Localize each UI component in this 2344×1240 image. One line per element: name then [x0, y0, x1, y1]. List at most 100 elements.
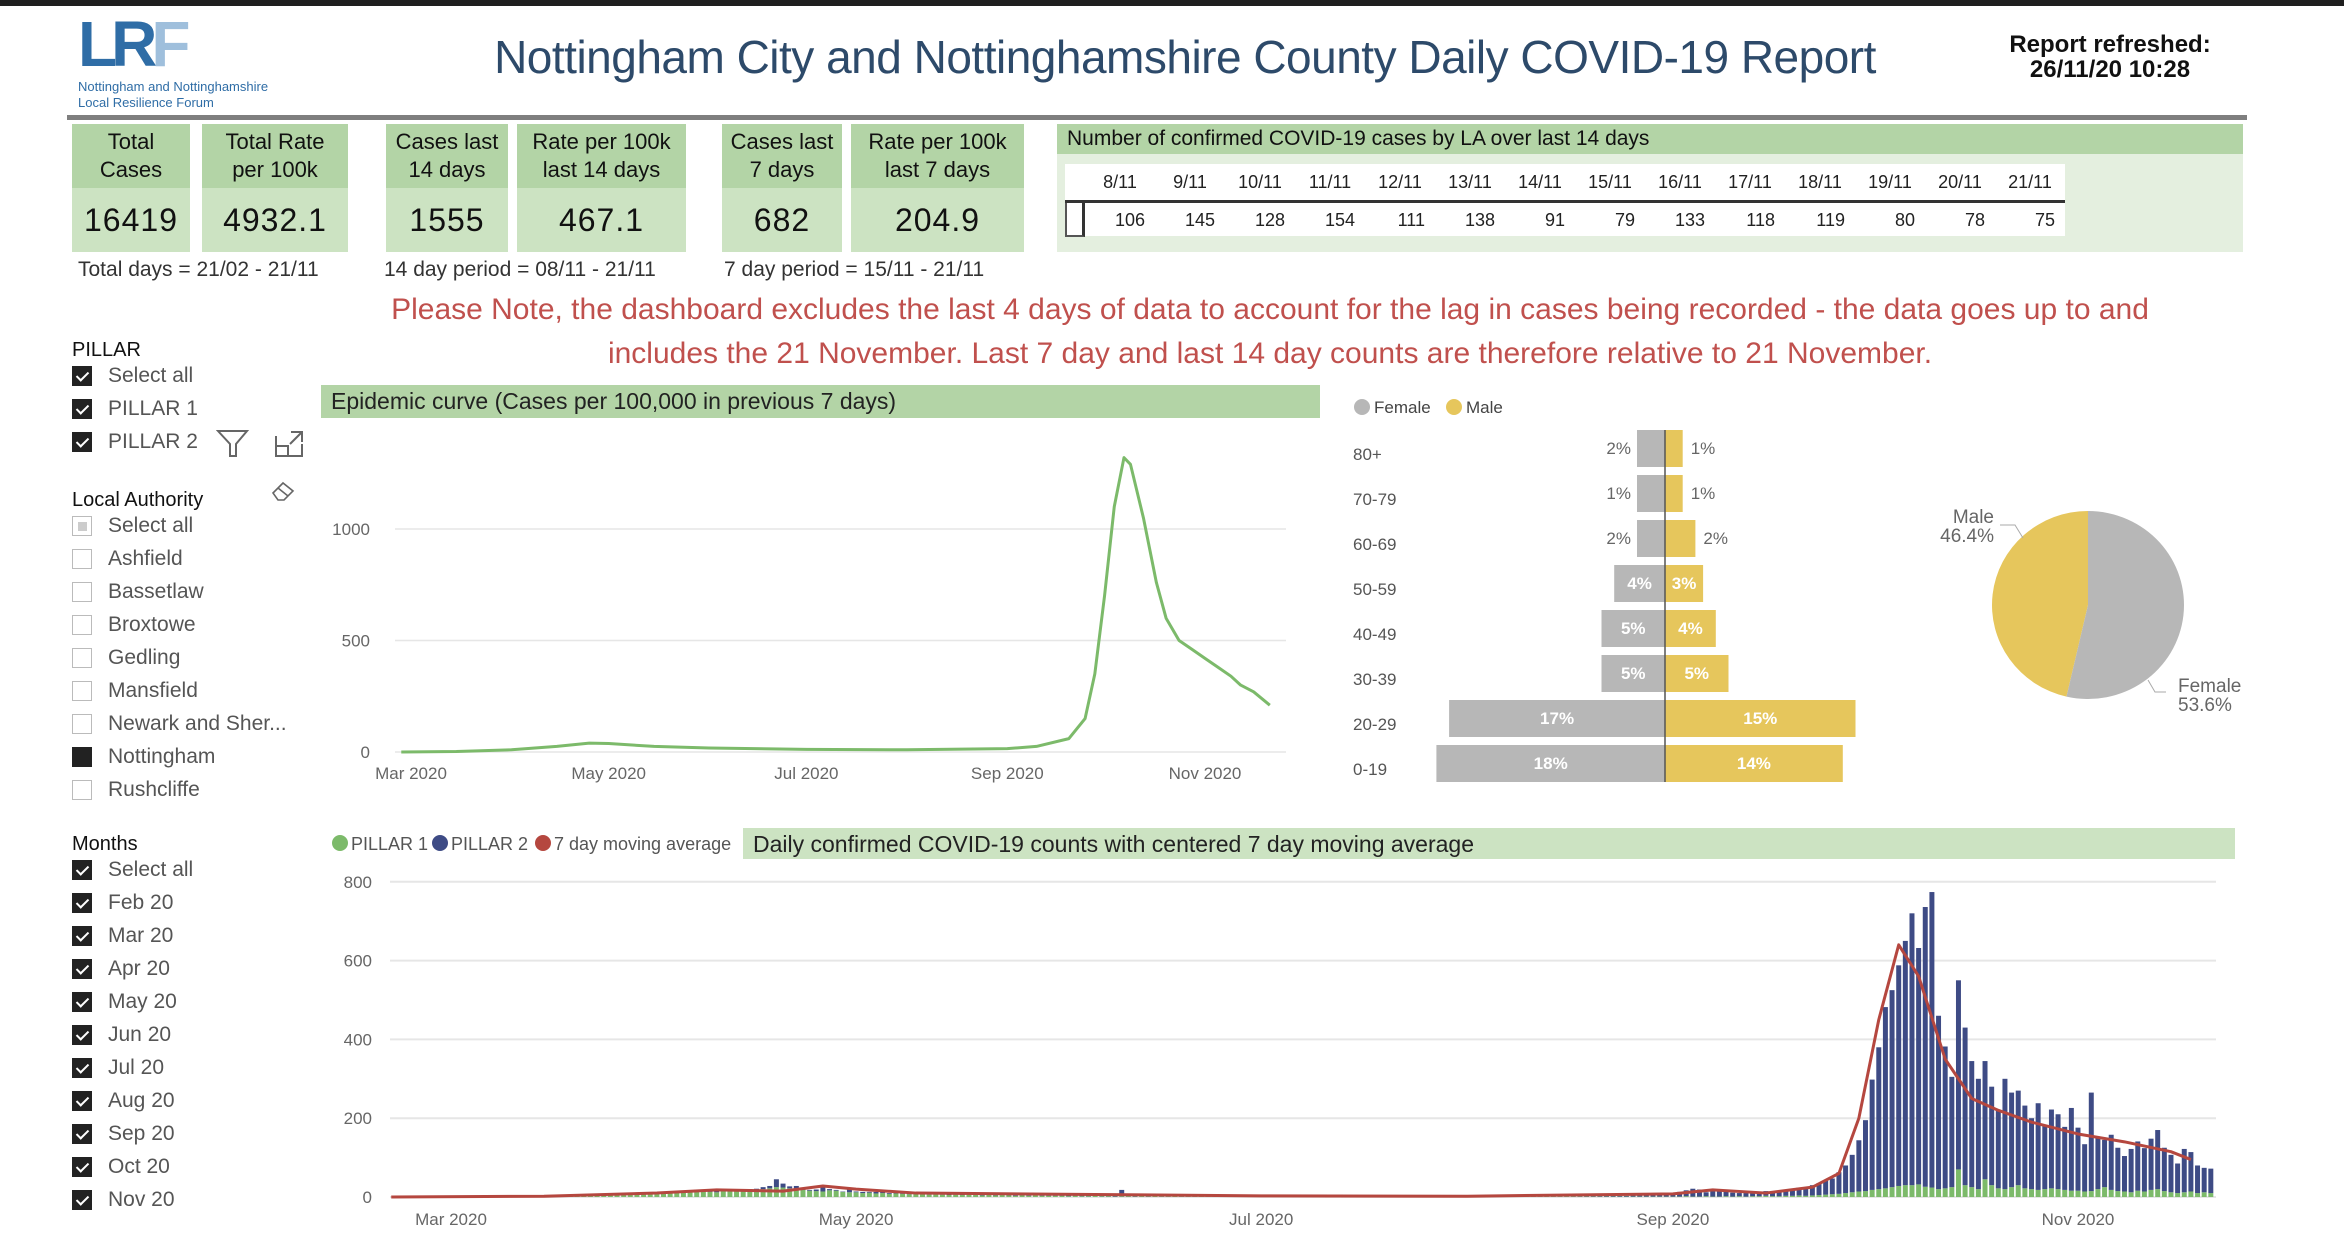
pillar1-bar	[1099, 1196, 1105, 1197]
checkbox[interactable]	[72, 432, 92, 452]
x-tick-label: May 2020	[571, 764, 646, 783]
checkbox[interactable]	[72, 399, 92, 419]
checkbox[interactable]	[72, 992, 92, 1012]
checkbox[interactable]	[72, 860, 92, 880]
kpi-card: Cases last 14 days 1555	[386, 124, 508, 252]
checkbox[interactable]	[72, 714, 92, 734]
filter-item-label: Select all	[108, 858, 194, 881]
checkbox[interactable]	[72, 1091, 92, 1111]
la-cases-table: 8/11 9/11 10/11 11/11 12/11 13/11 14/11 15/11 16…	[1065, 164, 2065, 237]
checkbox[interactable]	[72, 1190, 92, 1210]
pillar2-bar	[1869, 1079, 1875, 1190]
filter-item[interactable]: Ashfield	[72, 544, 183, 574]
pillar1-bar	[1975, 1189, 1981, 1197]
filter-item[interactable]: Broxtowe	[72, 610, 196, 640]
checkbox[interactable]	[72, 648, 92, 668]
age-group-label: 60-69	[1353, 535, 1396, 554]
filter-item[interactable]: Mansfield	[72, 676, 198, 706]
pillar1-bar	[1849, 1192, 1855, 1197]
filter-item[interactable]: PILLAR 1	[72, 394, 198, 424]
kpi-card: Rate per 100k last 7 days 204.9	[851, 124, 1024, 252]
leader-line	[2147, 679, 2166, 693]
checkbox[interactable]	[72, 549, 92, 569]
pillar2-bar	[853, 1191, 859, 1193]
pillar2-bar	[1803, 1187, 1809, 1196]
filter-item[interactable]: Rushcliffe	[72, 775, 200, 805]
pillar1-bar	[1683, 1196, 1689, 1197]
pillar2-bar	[1929, 892, 1935, 1188]
filter-item[interactable]: Aug 20	[72, 1086, 175, 1116]
pillar2-bar	[787, 1186, 793, 1189]
checkbox[interactable]	[72, 1058, 92, 1078]
pillar2-bar	[2188, 1152, 2194, 1192]
pillar1-bar	[1856, 1191, 1862, 1197]
eraser-icon[interactable]	[270, 480, 296, 502]
row-selector[interactable]	[1065, 203, 1085, 237]
filter-item[interactable]: Select all	[72, 855, 193, 885]
filter-icon[interactable]	[215, 428, 250, 458]
refresh-label: Report refreshed:	[2009, 31, 2211, 58]
filter-item[interactable]: Select all	[72, 511, 193, 541]
filter-item[interactable]: Sep 20	[72, 1119, 175, 1149]
checkbox[interactable]	[72, 582, 92, 602]
checkbox[interactable]	[72, 516, 92, 536]
filter-item[interactable]: Mar 20	[72, 921, 173, 951]
filter-item[interactable]: May 20	[72, 987, 177, 1017]
kpi-label-line1: Total	[107, 129, 155, 154]
checkbox[interactable]	[72, 959, 92, 979]
pillar1-bar	[1823, 1194, 1829, 1197]
pillar2-bar	[1604, 1195, 1609, 1197]
filter-item[interactable]: Select all	[72, 361, 193, 391]
column-header: 10/11	[1225, 164, 1295, 203]
filter-item[interactable]: Nottingham	[72, 742, 215, 772]
pillar1-bar	[1152, 1196, 1158, 1197]
checkbox[interactable]	[72, 893, 92, 913]
pillar1-bar	[959, 1195, 965, 1197]
filter-item-label: May 20	[108, 990, 177, 1013]
filter-item[interactable]: Apr 20	[72, 954, 170, 984]
pillar2-bar	[2175, 1163, 2181, 1194]
pillar2-bar	[2068, 1107, 2074, 1191]
kpi-value: 16419	[84, 202, 178, 238]
checkbox[interactable]	[72, 681, 92, 701]
pillar2-bar	[827, 1189, 833, 1191]
pillar1-bar	[820, 1191, 826, 1197]
checkbox[interactable]	[72, 926, 92, 946]
checkbox[interactable]	[72, 1025, 92, 1045]
x-tick-label: May 2020	[819, 1210, 894, 1229]
filter-item[interactable]: Nov 20	[72, 1185, 175, 1215]
table-cell: 145	[1184, 210, 1215, 230]
pillar1-bar	[2181, 1192, 2187, 1197]
pie-label-male: Male	[1953, 507, 1994, 528]
checkbox[interactable]	[72, 366, 92, 386]
pillar1-bar	[1119, 1196, 1125, 1197]
filter-item[interactable]: Newark and Sher...	[72, 709, 287, 739]
focus-mode-icon[interactable]	[274, 430, 304, 458]
filter-item[interactable]: Bassetlaw	[72, 577, 204, 607]
filter-item[interactable]: PILLAR 2	[72, 427, 198, 457]
legend-dot	[535, 835, 551, 851]
pillar1-bar	[1039, 1195, 1045, 1197]
filter-item[interactable]: Jul 20	[72, 1053, 164, 1083]
pillar2-bar	[1969, 1061, 1975, 1188]
moving-average-line	[391, 943, 2192, 1199]
pillar1-bar	[873, 1193, 879, 1197]
checkbox[interactable]	[72, 1124, 92, 1144]
filter-item[interactable]: Jun 20	[72, 1020, 171, 1050]
checkbox[interactable]	[72, 780, 92, 800]
pillar1-bar	[2168, 1192, 2174, 1197]
checkbox[interactable]	[72, 1157, 92, 1177]
filter-item[interactable]: Oct 20	[72, 1152, 170, 1182]
filter-item[interactable]: Feb 20	[72, 888, 173, 918]
filter-item[interactable]: Gedling	[72, 643, 180, 673]
pillar1-bar	[1955, 1169, 1961, 1197]
pillar2-bar	[1949, 1076, 1955, 1188]
pillar1-bar	[740, 1191, 746, 1197]
table-cell: 119	[1816, 210, 1845, 230]
female-bar	[1601, 610, 1665, 647]
male-value-label: 5%	[1684, 664, 1709, 683]
checkbox[interactable]	[72, 747, 92, 767]
column-header: 16/11	[1645, 164, 1715, 203]
checkbox[interactable]	[72, 615, 92, 635]
female-bar	[1637, 430, 1665, 467]
